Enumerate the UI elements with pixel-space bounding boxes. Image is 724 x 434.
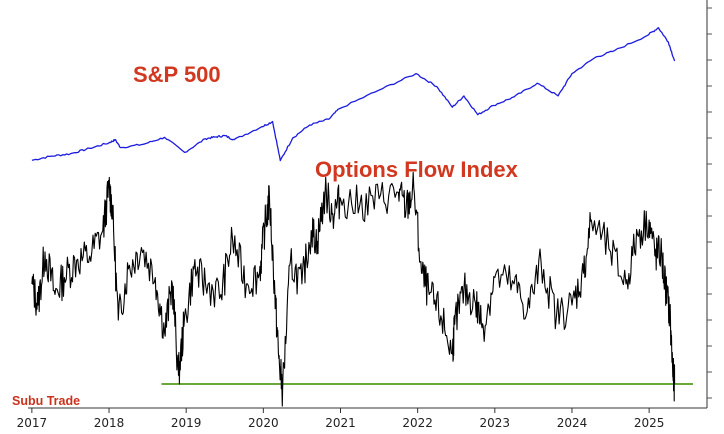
x-tick-label: 2022 (402, 416, 433, 430)
x-axis-ticks: 2017 2018 2019 2020 2021 2022 2023 2024 2025 (17, 408, 665, 430)
sp500-series-line (31, 27, 676, 162)
x-tick-label: 2024 (557, 416, 588, 430)
x-tick-label: 2025 (634, 416, 665, 430)
options-flow-title: Options Flow Index (315, 157, 519, 182)
sp500-title: S&P 500 (133, 62, 221, 87)
x-tick-label: 2020 (248, 416, 279, 430)
x-tick-label: 2023 (480, 416, 511, 430)
x-tick-label: 2021 (325, 416, 356, 430)
brand-label: Subu Trade (12, 394, 80, 408)
x-tick-label: 2017 (17, 416, 48, 430)
x-tick-label: 2018 (94, 416, 125, 430)
right-axis-ticks (707, 7, 712, 399)
options-flow-series-line (31, 171, 676, 407)
x-tick-label: 2019 (171, 416, 202, 430)
